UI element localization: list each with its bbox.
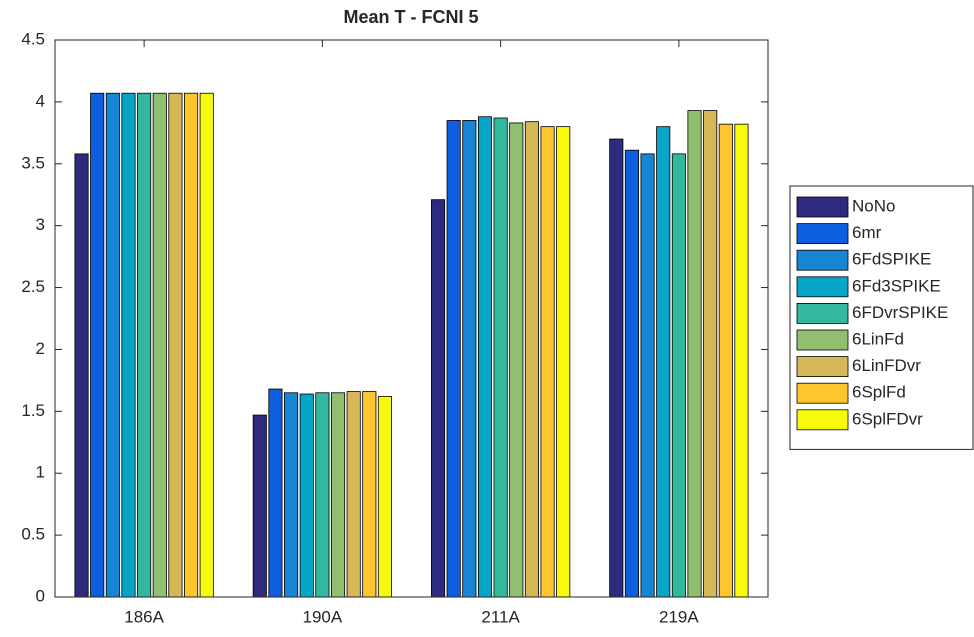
bar (330, 392, 346, 598)
bar (556, 126, 571, 598)
bar (640, 153, 655, 598)
y-tick-label: 0 (36, 586, 45, 605)
bar (315, 392, 330, 598)
y-tick-label: 3.5 (21, 153, 45, 172)
plot-frame (54, 39, 769, 598)
bar (199, 92, 214, 598)
bar (137, 92, 152, 598)
y-tick-label: 2 (36, 339, 45, 358)
legend-swatch (796, 302, 849, 324)
bar (540, 126, 555, 598)
legend-swatch (796, 329, 849, 351)
chart-title: Mean T - FCNI 5 (343, 7, 478, 27)
bar (656, 126, 671, 598)
legend-swatch (796, 249, 849, 271)
legend-label: 6LinFDvr (852, 356, 921, 375)
bar (462, 120, 477, 598)
bar (168, 92, 183, 598)
bar (493, 117, 508, 598)
bar (609, 138, 624, 598)
bar (377, 396, 393, 598)
bar (184, 92, 199, 598)
y-tick-label: 0.5 (21, 525, 45, 544)
y-tick-label: 1 (36, 463, 45, 482)
legend-label: 6mr (852, 223, 882, 242)
bar (74, 153, 89, 598)
legend-swatch (796, 409, 849, 431)
bar (524, 121, 539, 598)
legend-label: NoNo (852, 196, 895, 215)
x-tick-label: 219A (659, 607, 699, 626)
bar (718, 123, 733, 598)
bar (671, 153, 686, 598)
y-tick-label: 2.5 (21, 277, 45, 296)
bar (268, 388, 283, 598)
legend-swatch (796, 196, 849, 218)
y-tick-label: 3 (36, 215, 45, 234)
legend-label: 6SplFd (852, 383, 906, 402)
y-tick-label: 1.5 (21, 401, 45, 420)
bar (446, 120, 461, 598)
bar (362, 391, 377, 598)
legend-swatch (796, 223, 849, 245)
x-tick-label: 190A (303, 607, 343, 626)
bar (121, 92, 136, 598)
y-tick-label: 4 (36, 91, 45, 110)
x-tick-label: 186A (124, 607, 164, 626)
legend-label: 6FdSPIKE (852, 250, 931, 269)
legend-label: 6Fd3SPIKE (852, 276, 941, 295)
bar (152, 92, 167, 598)
bar (299, 393, 314, 598)
bar (346, 391, 361, 598)
legend-label: 6FDvrSPIKE (852, 303, 948, 322)
legend-swatch (796, 276, 849, 298)
x-tick-label: 211A (481, 607, 520, 626)
bar (252, 414, 267, 598)
legend-swatch (796, 356, 849, 378)
bar (734, 123, 749, 598)
legend-label: 6SplFDvr (852, 409, 923, 428)
legend-label: 6LinFd (852, 329, 904, 348)
y-tick-label: 4.5 (21, 29, 45, 48)
bar (284, 392, 299, 598)
bar (624, 149, 639, 598)
bar (477, 116, 493, 598)
bar (703, 110, 718, 598)
bar (105, 92, 120, 598)
legend-swatch (796, 382, 849, 404)
bar (90, 92, 105, 598)
bar (687, 110, 702, 598)
bar (430, 199, 446, 598)
bar (509, 122, 524, 598)
